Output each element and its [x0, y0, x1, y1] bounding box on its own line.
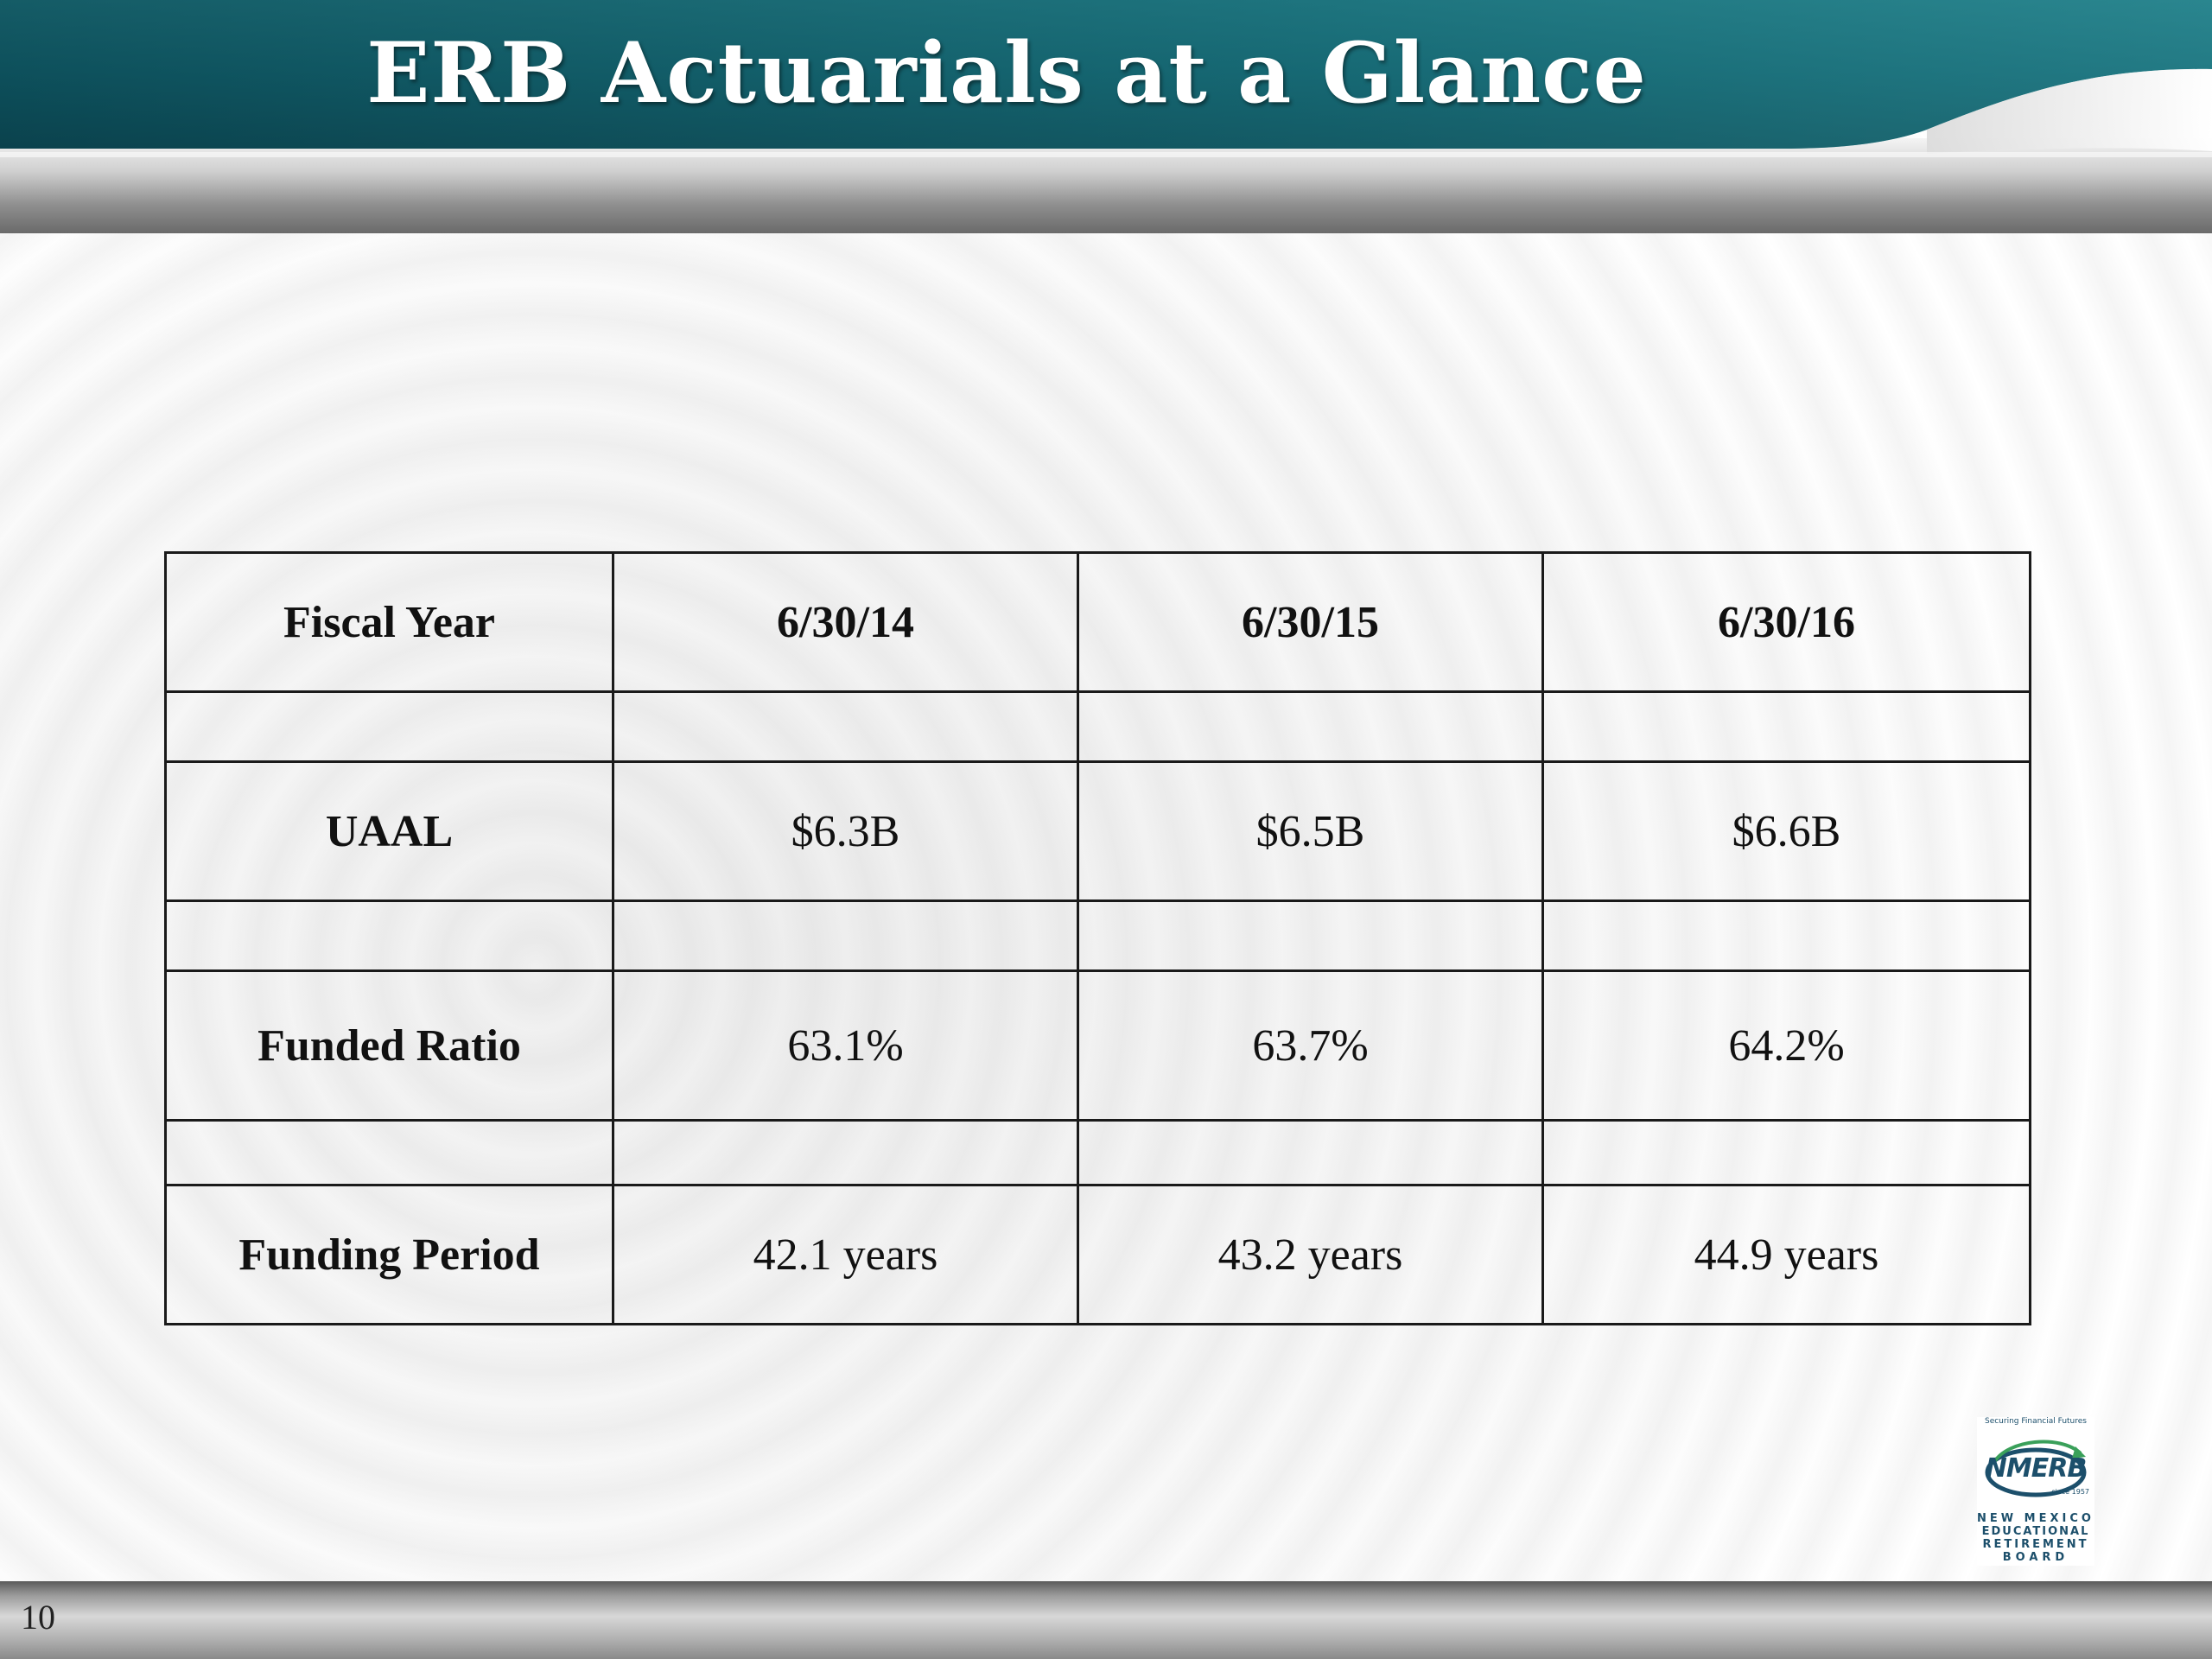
- table-cell: 64.2%: [1541, 969, 2031, 1122]
- table-row: Funding Period 42.1 years 43.2 years 44.…: [164, 1184, 2031, 1325]
- header-column-3: 6/30/16: [1541, 551, 2031, 693]
- table: Fiscal Year 6/30/14 6/30/15 6/30/16 UAAL…: [164, 551, 2031, 1325]
- spacer-cell: [1541, 690, 2031, 763]
- header-column-2: 6/30/15: [1077, 551, 1544, 693]
- logo-line-2: EDUCATIONAL: [1981, 1525, 2090, 1538]
- spacer-cell: [1541, 1119, 2031, 1186]
- table-spacer-row: [164, 899, 2031, 972]
- nmerb-logo-mark: [1985, 1440, 2087, 1497]
- logo-since: since 1957: [2051, 1488, 2089, 1496]
- nmerb-logo: NMERB Securing Financial Futures since 1…: [1977, 1417, 2094, 1566]
- table-cell: 43.2 years: [1077, 1184, 1544, 1325]
- spacer-cell: [1077, 690, 1544, 763]
- header-column-1: 6/30/14: [612, 551, 1079, 693]
- table-cell: $6.6B: [1541, 760, 2031, 902]
- spacer-cell: [612, 1119, 1079, 1186]
- row-label-uaal: UAAL: [164, 760, 614, 902]
- table-cell: 63.7%: [1077, 969, 1544, 1122]
- logo-tagline: Securing Financial Futures: [1984, 1417, 2087, 1426]
- table-row: Funded Ratio 63.1% 63.7% 64.2%: [164, 969, 2031, 1122]
- table-row: UAAL $6.3B $6.5B $6.6B: [164, 760, 2031, 902]
- spacer-cell: [612, 899, 1079, 972]
- spacer-cell: [612, 690, 1079, 763]
- row-label-funded-ratio: Funded Ratio: [164, 969, 614, 1122]
- table-cell: $6.5B: [1077, 760, 1544, 902]
- table-cell: 63.1%: [612, 969, 1079, 1122]
- table-cell: 44.9 years: [1541, 1184, 2031, 1325]
- header-label-fiscal-year: Fiscal Year: [164, 551, 614, 693]
- logo-line-4: BOARD: [2002, 1551, 2069, 1564]
- slide-title: ERB Actuarials at a Glance: [366, 24, 1647, 122]
- spacer-cell: [164, 1119, 614, 1186]
- slide-header: [0, 0, 2212, 233]
- logo-line-1: NEW MEXICO: [1977, 1512, 2094, 1525]
- row-label-funding-period: Funding Period: [164, 1184, 614, 1325]
- table-cell: 42.1 years: [612, 1184, 1079, 1325]
- page-number: 10: [21, 1598, 55, 1637]
- logo-name: NMERB: [1985, 1453, 2087, 1484]
- header-band-graphic: [0, 0, 2212, 233]
- spacer-cell: [1077, 899, 1544, 972]
- table-spacer-row: [164, 1119, 2031, 1186]
- table-cell: $6.3B: [612, 760, 1079, 902]
- spacer-cell: [164, 690, 614, 763]
- actuarial-table: Fiscal Year 6/30/14 6/30/15 6/30/16 UAAL…: [164, 551, 2031, 1325]
- spacer-cell: [164, 899, 614, 972]
- slide-footer: [0, 1581, 2212, 1659]
- table-spacer-row: [164, 690, 2031, 763]
- spacer-cell: [1541, 899, 2031, 972]
- spacer-cell: [1077, 1119, 1544, 1186]
- logo-line-3: RETIREMENT: [1982, 1538, 2089, 1551]
- table-header-row: Fiscal Year 6/30/14 6/30/15 6/30/16: [164, 551, 2031, 693]
